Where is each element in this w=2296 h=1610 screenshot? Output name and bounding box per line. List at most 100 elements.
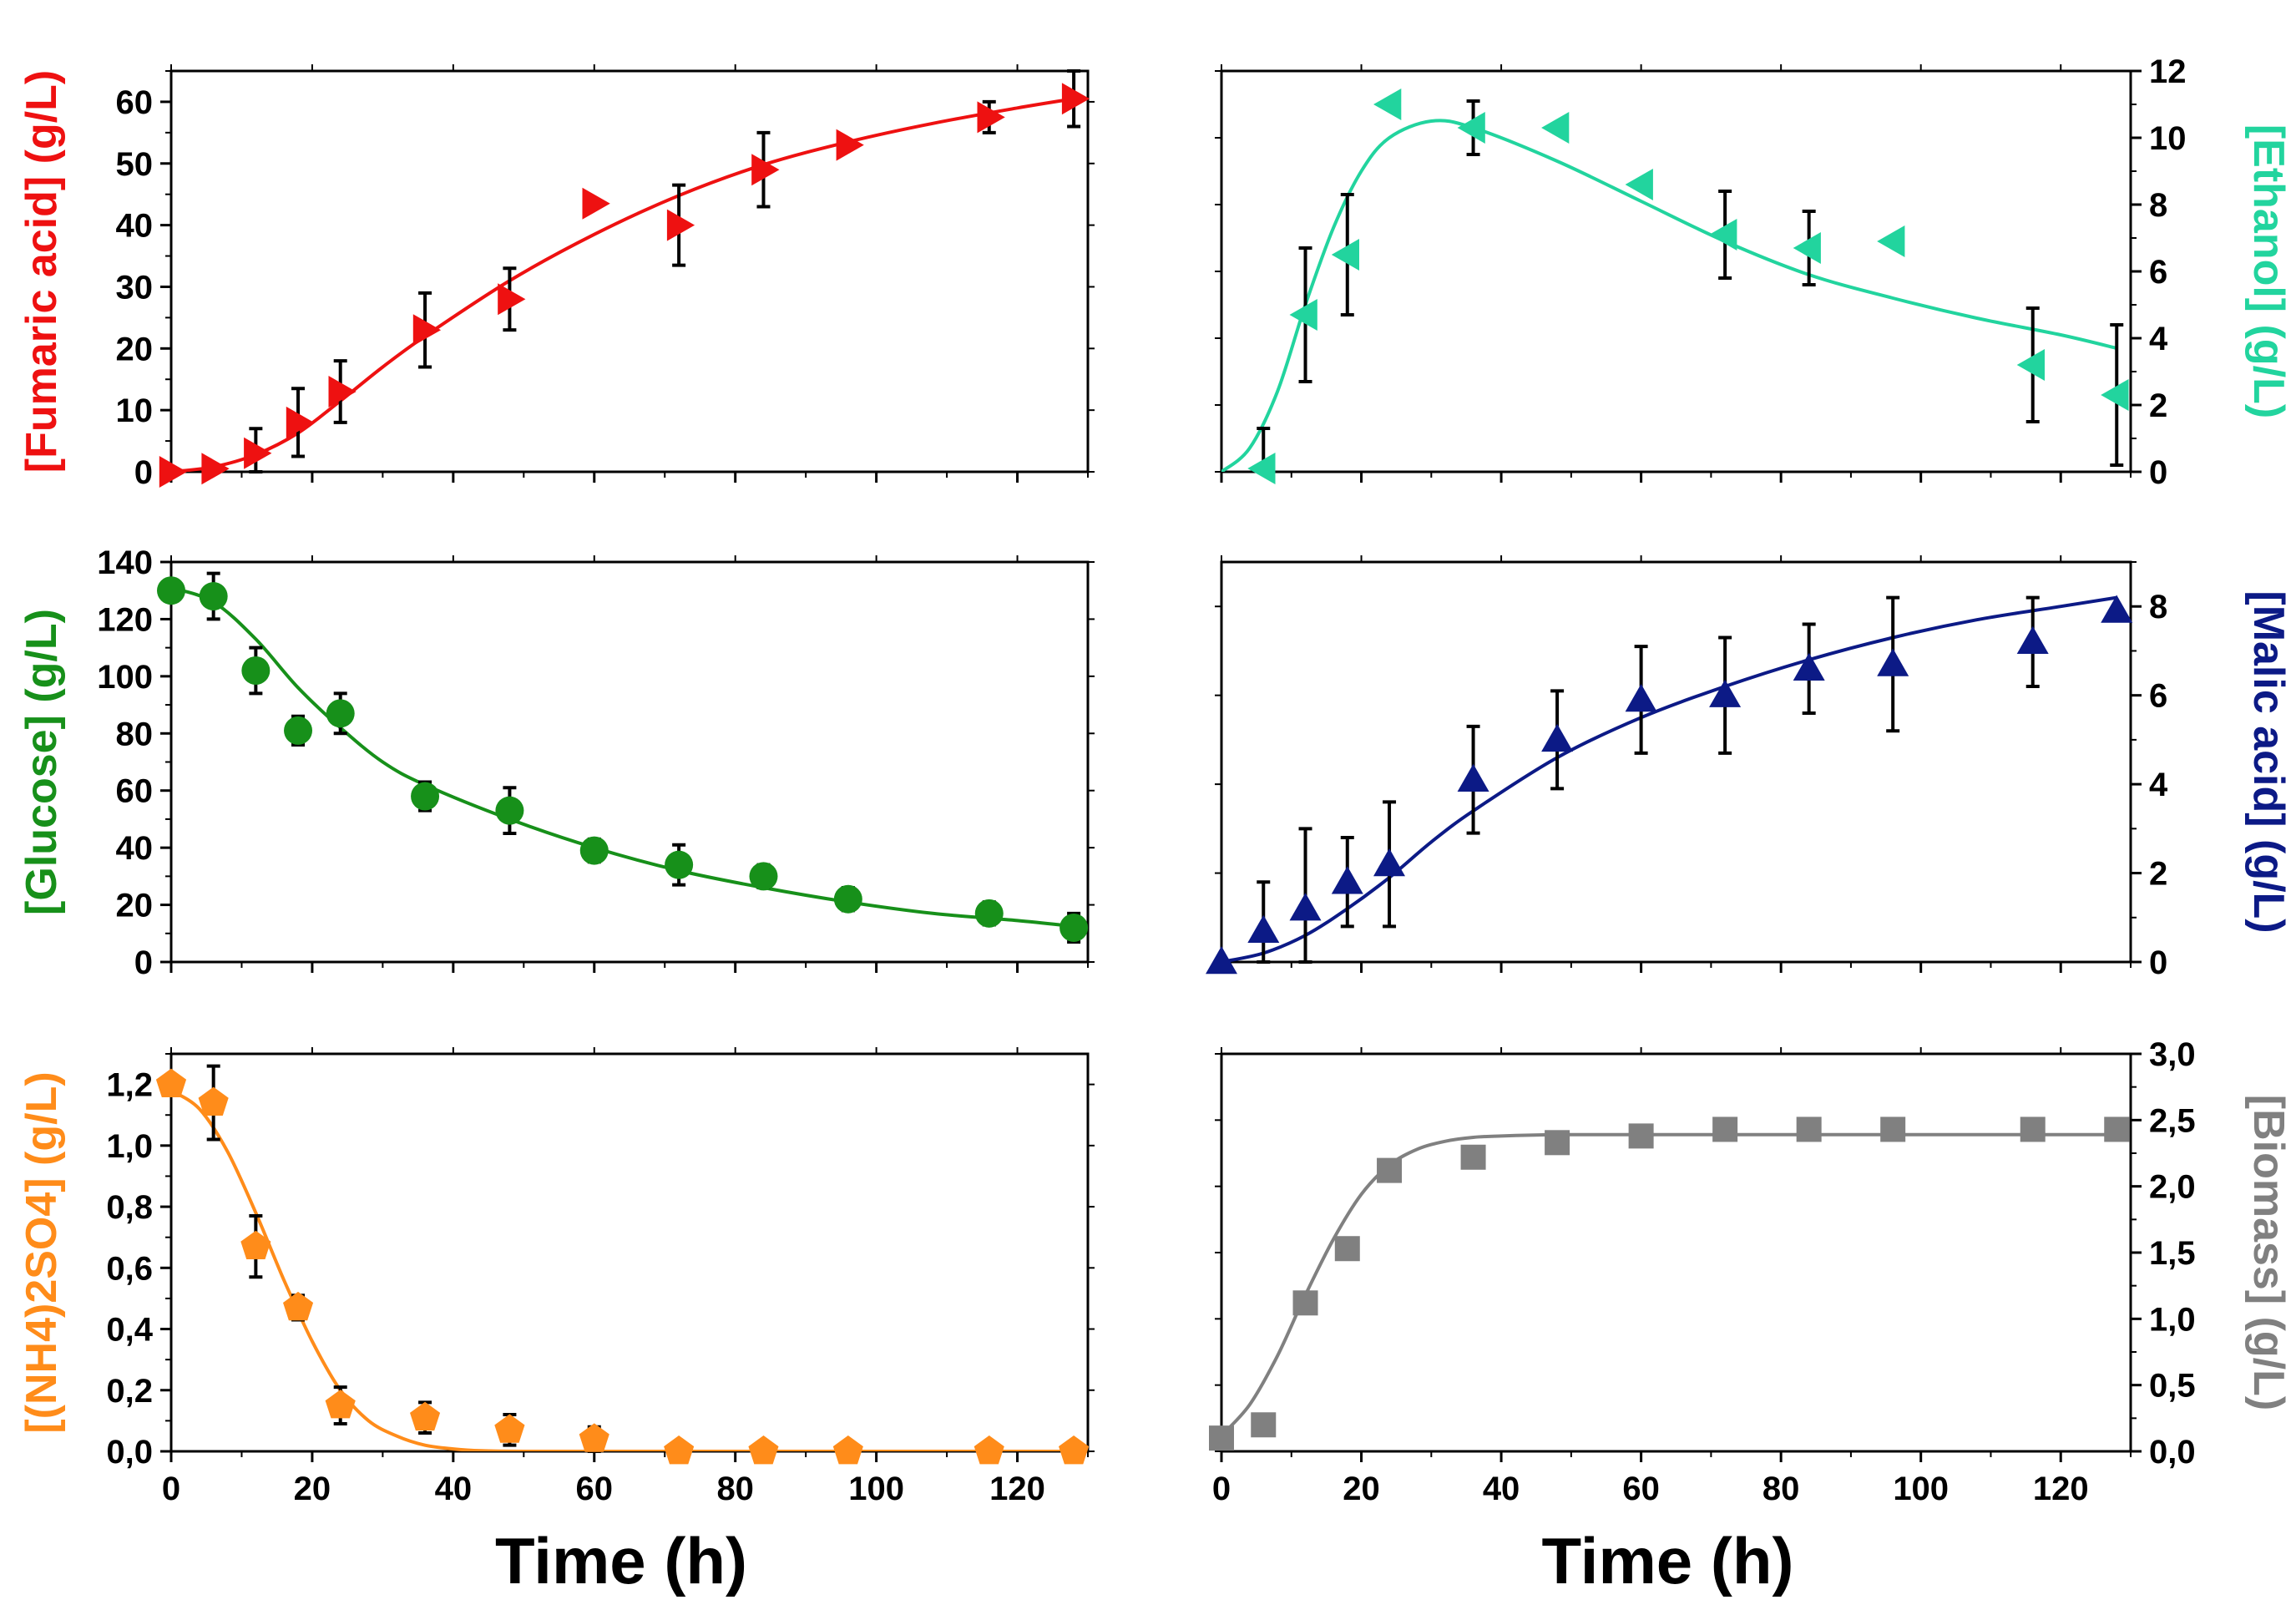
y-tick-label: 6 — [2149, 254, 2167, 291]
y-tick-label: 0,0 — [106, 1434, 153, 1471]
data-point — [244, 437, 272, 469]
y-tick-label: 30 — [116, 269, 154, 306]
x-tick-label: 20 — [294, 1471, 331, 1507]
y-tick-label: 20 — [116, 331, 154, 367]
y-axis-title: [Ethanol] (g/L) — [2244, 124, 2293, 418]
y-tick-label: 10 — [2149, 120, 2187, 157]
y-tick-label: 8 — [2149, 589, 2167, 625]
data-point — [666, 209, 695, 241]
data-point — [199, 582, 228, 611]
data-point — [1209, 1425, 1234, 1451]
data-point — [283, 1291, 314, 1321]
data-point — [325, 1390, 356, 1419]
y-tick-label: 2,5 — [2149, 1102, 2196, 1139]
data-point — [1625, 169, 1653, 200]
y-tick-label: 1,0 — [106, 1128, 153, 1165]
x-tick-label: 60 — [1622, 1471, 1660, 1507]
y-tick-label: 80 — [116, 716, 154, 752]
data-point — [1059, 913, 1089, 942]
x-axis-title: Time (h) — [495, 1524, 747, 1597]
data-point — [198, 1086, 229, 1116]
panel-ammonium: 0,0 0,2 0,4 0,6 0,8 1,0 1,2 0 20 40 60 80 100 120 Time… — [18, 1047, 1095, 1597]
y-tick-label: 40 — [116, 208, 154, 245]
data-point — [2101, 379, 2129, 411]
data-point — [665, 850, 694, 879]
y-axis-title: [Glucose] (g/L) — [18, 609, 66, 915]
y-axis-title: [Malic acid] (g/L) — [2244, 590, 2293, 933]
data-point — [1877, 648, 1909, 676]
fit-curve — [1221, 595, 2117, 962]
y-axis-title: [Biomass] (g/L) — [2244, 1095, 2293, 1410]
fit-curve — [171, 1089, 1075, 1451]
x-tick-label: 40 — [1483, 1471, 1520, 1507]
data-point — [974, 1435, 1004, 1465]
data-point — [1796, 1116, 1822, 1142]
x-tick-label: 120 — [989, 1471, 1045, 1507]
panel-biomass: 0,0 0,5 1,0 1,5 2,0 2,5 3,0 0 20 40 60 80 100 120 Time… — [1209, 1036, 2293, 1597]
data-point — [1877, 225, 1905, 257]
data-point — [1373, 848, 1405, 877]
panel-fumaric: 0 10 20 30 40 50 60 [Fumaric acid] (g/L) — [18, 64, 1095, 491]
data-point — [836, 129, 864, 161]
data-point — [1289, 893, 1322, 921]
x-tick-label: 100 — [848, 1471, 904, 1507]
data-point — [1541, 723, 1574, 752]
y-tick-label: 1,0 — [2149, 1301, 2196, 1338]
data-point — [494, 1414, 525, 1443]
data-point — [2104, 1116, 2130, 1142]
data-point — [1331, 239, 1359, 271]
data-point — [832, 1435, 863, 1465]
data-point — [2016, 625, 2049, 654]
y-tick-label: 1,2 — [106, 1067, 153, 1104]
data-point — [579, 836, 609, 865]
data-point — [1331, 866, 1363, 894]
data-point — [1334, 1236, 1360, 1262]
x-tick-label: 120 — [2033, 1471, 2089, 1507]
x-axis-title: Time (h) — [1542, 1524, 1794, 1597]
data-point — [1061, 83, 1090, 115]
data-point — [240, 1230, 271, 1259]
x-tick-label: 100 — [1893, 1471, 1949, 1507]
data-point — [1289, 299, 1317, 331]
data-point — [157, 576, 185, 605]
data-point — [1793, 232, 1821, 264]
data-point — [582, 187, 610, 220]
data-point — [159, 456, 187, 488]
plot-frame — [1220, 69, 2132, 473]
x-tick-label: 40 — [435, 1471, 473, 1507]
data-point — [2016, 349, 2045, 381]
y-tick-label: 60 — [116, 773, 154, 810]
data-point — [1712, 1116, 1738, 1142]
y-tick-label: 12 — [2149, 53, 2187, 90]
data-point — [749, 862, 778, 891]
y-tick-label: 1,5 — [2149, 1235, 2196, 1272]
data-point — [833, 884, 862, 914]
y-tick-label: 50 — [116, 146, 154, 183]
data-point — [1292, 1290, 1318, 1316]
data-point — [1460, 1144, 1486, 1170]
y-tick-label: 0,5 — [2149, 1368, 2196, 1405]
data-point — [1373, 89, 1402, 120]
x-tick-label: 0 — [1212, 1471, 1231, 1507]
fit-curve — [1221, 1132, 2117, 1437]
data-point — [201, 453, 230, 485]
y-tick-label: 8 — [2149, 187, 2167, 224]
y-tick-label: 60 — [116, 84, 154, 121]
y-axis-title: [Fumaric acid] (g/L) — [18, 70, 66, 473]
data-point — [1541, 112, 1570, 144]
x-tick-label: 60 — [576, 1471, 614, 1507]
y-tick-label: 3,0 — [2149, 1036, 2196, 1073]
data-point — [284, 716, 313, 745]
y-tick-label: 0,2 — [106, 1373, 153, 1410]
data-point — [286, 406, 314, 438]
y-tick-label: 0 — [2149, 454, 2167, 491]
y-tick-label: 2,0 — [2149, 1169, 2196, 1206]
data-point — [498, 283, 526, 316]
data-point — [1625, 684, 1657, 712]
plot-frame — [169, 69, 1090, 473]
x-tick-label: 0 — [162, 1471, 180, 1507]
data-point — [1709, 219, 1737, 251]
data-point — [411, 782, 440, 811]
y-tick-label: 40 — [116, 830, 154, 867]
